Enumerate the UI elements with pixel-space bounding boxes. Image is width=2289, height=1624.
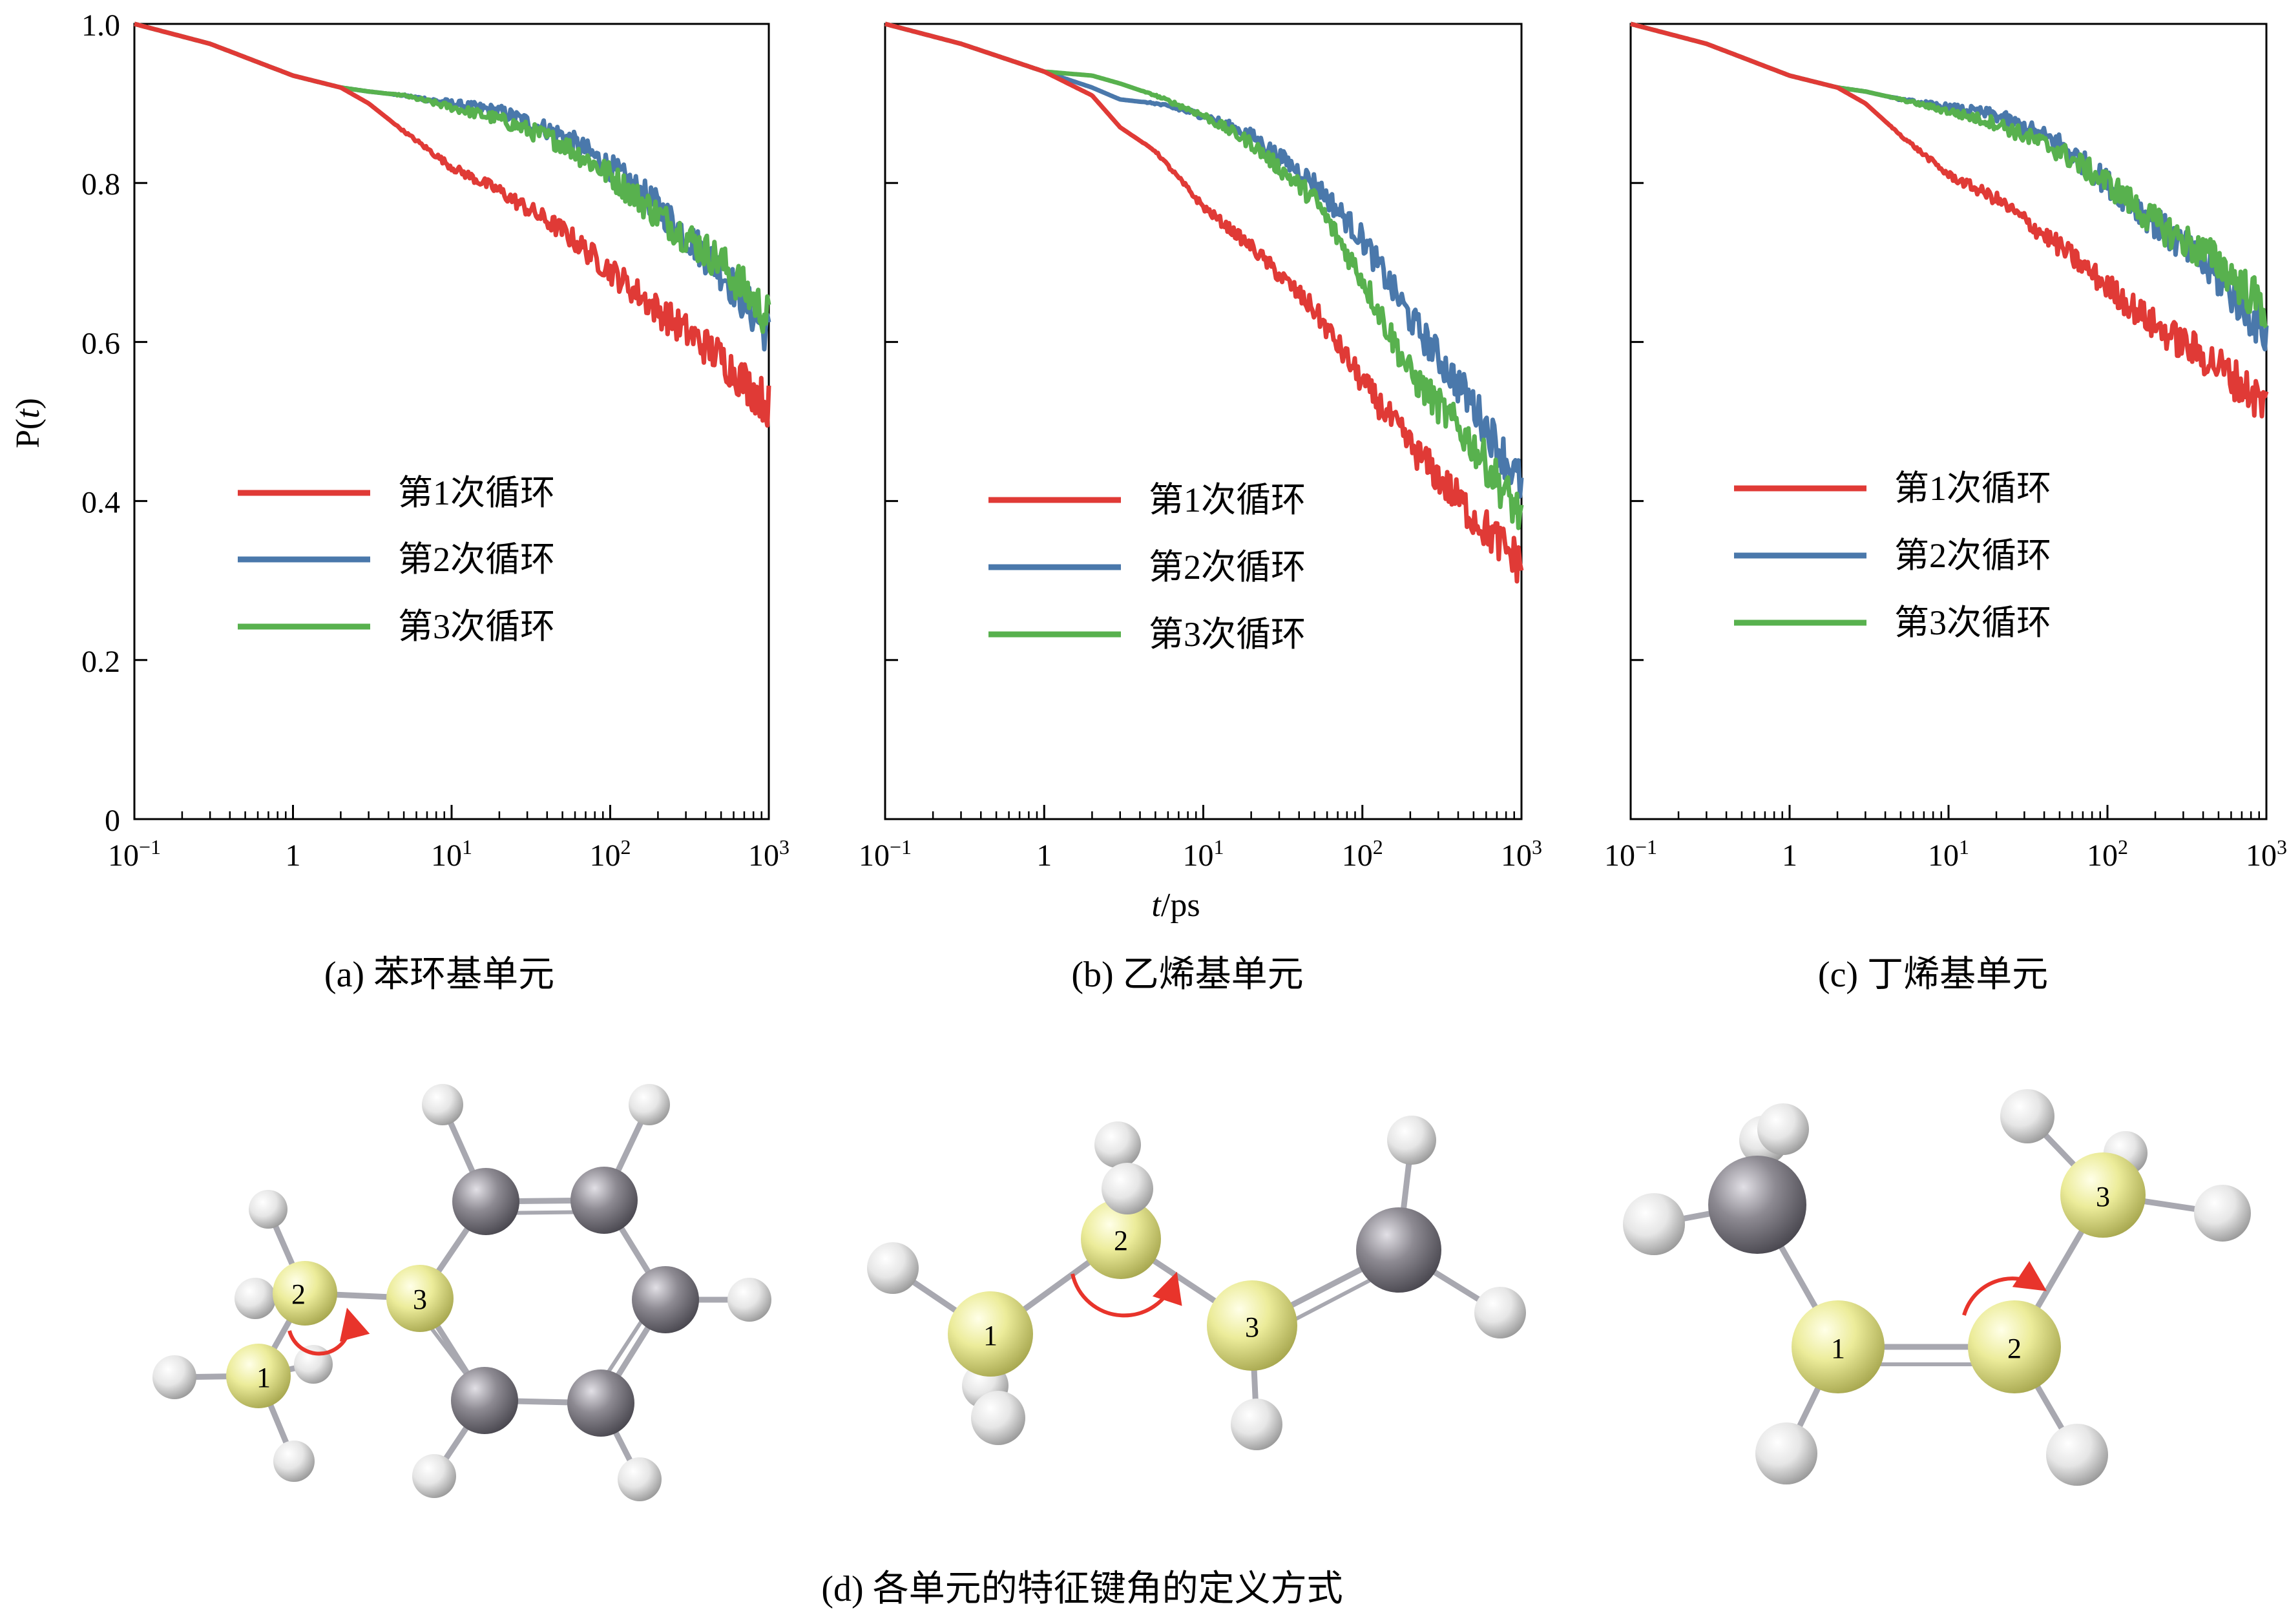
x-tick-label: 1 — [1782, 838, 1797, 873]
figure-caption: (d) 各单元的特征键角的定义方式 — [821, 1569, 1343, 1609]
x-tick-label: 10−1 — [108, 835, 161, 873]
legend-label-2: 第2次循环 — [1894, 536, 2051, 575]
caption-b: (b) 乙烯基单元 — [1071, 955, 1303, 995]
legend-label-1: 第1次循环 — [1894, 469, 2051, 508]
series-line-1 — [884, 21, 1524, 584]
y-tick-label: 0 — [105, 804, 120, 838]
x-tick-label: 101 — [431, 835, 472, 873]
legend-label-3: 第3次循环 — [1894, 603, 2051, 642]
atom-label-1: 1 — [1831, 1333, 1845, 1364]
x-axis-label: t/ps — [1151, 887, 1200, 924]
atom-label-2: 2 — [1114, 1225, 1128, 1256]
x-tick-label: 1 — [286, 838, 301, 873]
x-tick-label: 102 — [1342, 835, 1383, 873]
atom-label-2: 2 — [2007, 1333, 2022, 1364]
legend-label-3: 第3次循环 — [1149, 615, 1306, 654]
x-tick-label: 103 — [2246, 835, 2287, 873]
y-tick-label: 0.6 — [81, 326, 120, 360]
x-tick-label: 102 — [2087, 835, 2128, 873]
caption-a: (a) 苯环基单元 — [324, 955, 554, 995]
y-axis-label: P(t) — [10, 398, 47, 448]
legend-label-3: 第3次循环 — [398, 607, 555, 646]
atom-label-3: 3 — [1245, 1311, 1259, 1343]
legend-label-2: 第2次循环 — [1149, 548, 1306, 587]
y-tick-label: 1.0 — [81, 8, 120, 43]
x-tick-label: 10−1 — [859, 835, 912, 873]
plot-frame — [133, 23, 770, 820]
x-tick-label: 1 — [1036, 838, 1052, 873]
series-line-2 — [884, 21, 1524, 499]
molecule-ethylene-unit: 1 2 3 — [867, 1116, 1526, 1450]
x-tick-label: 102 — [590, 835, 631, 873]
plot-frame — [1629, 23, 2268, 820]
y-tick-label: 0.8 — [81, 167, 120, 202]
x-tick-label: 103 — [748, 835, 789, 873]
molecule-butylene-unit: 1 2 3 — [1623, 1089, 2251, 1486]
legend-label-1: 第1次循环 — [398, 474, 555, 512]
atom-label-1: 1 — [256, 1362, 271, 1393]
series-line-1 — [133, 21, 771, 428]
x-tick-label: 101 — [1183, 835, 1224, 873]
series-line-2 — [1629, 21, 2269, 351]
series-line-1 — [1629, 21, 2269, 419]
plot-frame — [884, 23, 1523, 820]
chart-a: 0 0.2 0.4 0.6 0.8 1.0 10−1 1 101 102 103 第1次循环第2次循环… — [81, 8, 789, 873]
x-tick-label: 103 — [1501, 835, 1542, 873]
legend-label-2: 第2次循环 — [398, 540, 555, 579]
atom-label-2: 2 — [291, 1278, 306, 1310]
series-line-3 — [133, 21, 771, 334]
x-tick-label: 101 — [1928, 835, 1969, 873]
caption-c: (c) 丁烯基单元 — [1818, 955, 2048, 995]
y-tick-label: 0.2 — [81, 645, 120, 679]
y-tick-label: 0.4 — [81, 486, 120, 520]
x-tick-label: 10−1 — [1604, 835, 1657, 873]
series-line-2 — [133, 21, 771, 352]
atom-label-3: 3 — [2096, 1181, 2110, 1213]
charts-group: 0 0.2 0.4 0.6 0.8 1.0 10−1 1 101 102 103 第1次循环第2次循环… — [81, 8, 2287, 873]
atom-label-1: 1 — [983, 1320, 998, 1351]
atom-label-3: 3 — [413, 1284, 427, 1315]
molecule-benzene-unit: 1 2 3 — [152, 1084, 771, 1501]
legend-label-1: 第1次循环 — [1149, 481, 1306, 519]
